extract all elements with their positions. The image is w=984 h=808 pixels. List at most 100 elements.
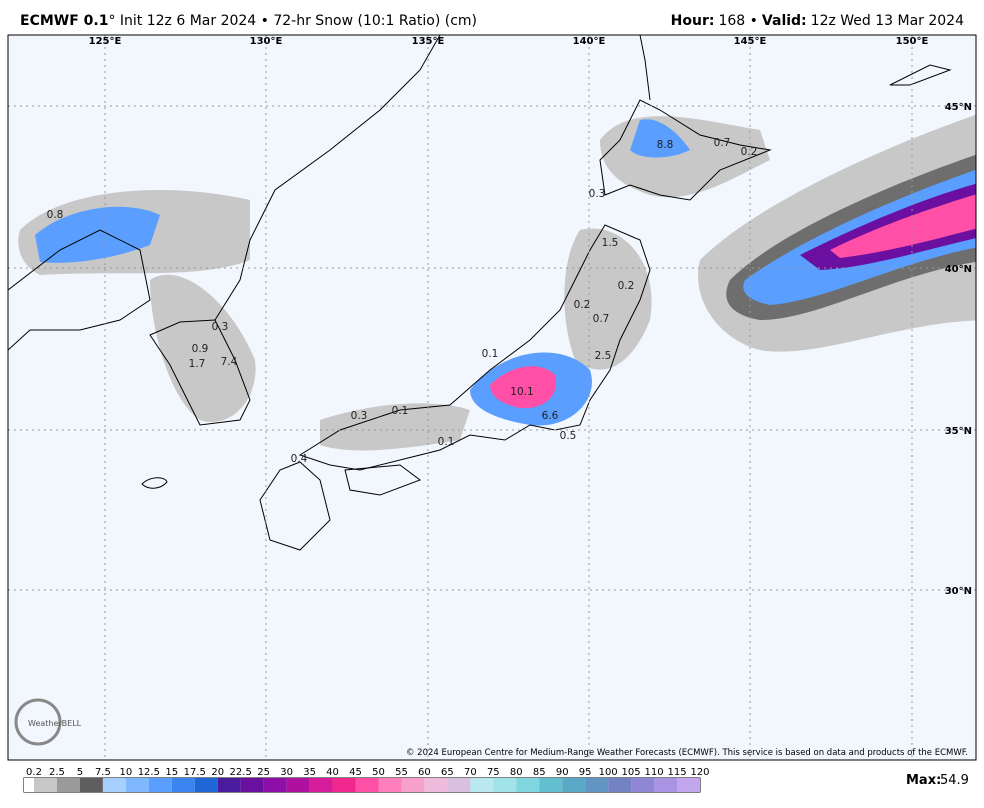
snow-amount: 10.1: [510, 386, 533, 398]
colorbar-cell: [378, 778, 402, 792]
snow-amount: 0.5: [560, 430, 577, 442]
snow-amount: 0.7: [714, 137, 731, 149]
colorbar-label: 55: [395, 767, 408, 778]
snow-shading: [18, 114, 976, 451]
colorbar-label: 40: [326, 767, 339, 778]
snow-amount: 0.1: [438, 436, 455, 448]
snow-amount: 0.3: [212, 321, 229, 333]
max-label: Max:: [906, 773, 941, 788]
colorbar-cell: [562, 778, 586, 792]
valid-info: Hour: 168 • Valid: 12z Wed 13 Mar 2024: [671, 13, 964, 29]
colorbar-cell: [608, 778, 632, 792]
lon-label: 145°E: [734, 36, 767, 47]
title-text: ° Init 12z 6 Mar 2024 • 72-hr Snow (10:1…: [108, 13, 477, 29]
colorbar-label: 17.5: [184, 767, 206, 778]
valid-value: 12z Wed 13 Mar 2024: [810, 13, 964, 29]
colorbar-cell: [286, 778, 310, 792]
snow-amount: 0.2: [574, 299, 591, 311]
lat-label: 30°N: [945, 586, 972, 597]
colorbar-cell: [332, 778, 356, 792]
graticule: [8, 35, 976, 760]
lon-label: 125°E: [89, 36, 122, 47]
snow-amount: 0.2: [618, 280, 635, 292]
title: ECMWF 0.1° Init 12z 6 Mar 2024 • 72-hr S…: [20, 13, 477, 29]
colorbar-label: 10: [119, 767, 132, 778]
colorbar-label: 5: [77, 767, 83, 778]
lon-label: 150°E: [896, 36, 929, 47]
colorbar-label: 75: [487, 767, 500, 778]
colorbar-label: 105: [622, 767, 641, 778]
colorbar-cell: [401, 778, 425, 792]
snow-amount: 0.4: [291, 453, 308, 465]
colorbar-label: 20: [211, 767, 224, 778]
colorbar-cell: [493, 778, 517, 792]
colorbar-cell: [125, 778, 149, 792]
snow-amount: 7.4: [221, 356, 238, 368]
colorbar-cell: [309, 778, 333, 792]
colorbar-cell: [631, 778, 655, 792]
colorbar-label: 25: [257, 767, 270, 778]
colorbar-label: 45: [349, 767, 362, 778]
colorbar-cell: [263, 778, 287, 792]
lon-label: 140°E: [573, 36, 606, 47]
colorbar-label: 65: [441, 767, 454, 778]
logo-swirl: [14, 698, 62, 746]
colorbar-cell: [24, 778, 34, 792]
snow-amount: 6.6: [542, 410, 559, 422]
lon-label: 130°E: [250, 36, 283, 47]
valid-label: Valid:: [761, 13, 807, 29]
colorbar-cell: [171, 778, 195, 792]
colorbar-cell: [424, 778, 448, 792]
colorbar-label: 85: [533, 767, 546, 778]
snow-amount: 8.8: [657, 139, 674, 151]
coastlines: [8, 35, 952, 551]
model: ECMWF 0.1: [20, 13, 109, 29]
snow-amount: 0.1: [482, 348, 499, 360]
lat-label: 35°N: [945, 426, 972, 437]
snow-amount: 0.9: [192, 343, 209, 355]
snow-amount: 1.5: [602, 237, 619, 249]
colorbar-label: 120: [690, 767, 709, 778]
colorbar-label: 7.5: [95, 767, 111, 778]
header: ECMWF 0.1° Init 12z 6 Mar 2024 • 72-hr S…: [0, 0, 984, 34]
copyright: © 2024 European Centre for Medium-Range …: [406, 748, 968, 758]
colorbar-label: 2.5: [49, 767, 65, 778]
lat-label: 45°N: [945, 102, 972, 113]
colorbar-label: 15: [165, 767, 178, 778]
colorbar-cell: [102, 778, 126, 792]
colorbar-label: 50: [372, 767, 385, 778]
logo: WeatherBELL: [28, 719, 82, 728]
snow-amount: 0.2: [741, 146, 758, 158]
colorbar-label: 30: [280, 767, 293, 778]
max-value: 54.9: [940, 773, 969, 788]
colorbar-cell: [677, 778, 700, 792]
colorbar-cell: [654, 778, 678, 792]
snow-amount: 0.8: [47, 209, 64, 221]
colorbar-cell: [34, 778, 57, 792]
colorbar-cell: [516, 778, 540, 792]
snow-amount: 1.7: [189, 358, 206, 370]
colorbar-cell: [470, 778, 494, 792]
colorbar-cell: [148, 778, 172, 792]
colorbar-label: 35: [303, 767, 316, 778]
colorbar-cell: [539, 778, 563, 792]
colorbar-cell: [585, 778, 609, 792]
colorbar-label: 80: [510, 767, 523, 778]
colorbar-label: 110: [645, 767, 664, 778]
colorbar-label: 60: [418, 767, 431, 778]
lon-label: 135°E: [412, 36, 445, 47]
colorbar-label: 90: [556, 767, 569, 778]
map-border: [7, 34, 977, 761]
lat-label: 40°N: [945, 264, 972, 275]
hour-value: 168 •: [718, 13, 758, 29]
colorbar-label: 0.2: [26, 767, 42, 778]
snow-amount: 2.5: [595, 350, 612, 362]
colorbar-label: 100: [599, 767, 618, 778]
colorbar-cell: [194, 778, 218, 792]
snow-amount: 0.3: [589, 188, 606, 200]
colorbar-cell: [217, 778, 241, 792]
hour-label: Hour:: [670, 13, 715, 29]
colorbar-cell: [79, 778, 103, 792]
